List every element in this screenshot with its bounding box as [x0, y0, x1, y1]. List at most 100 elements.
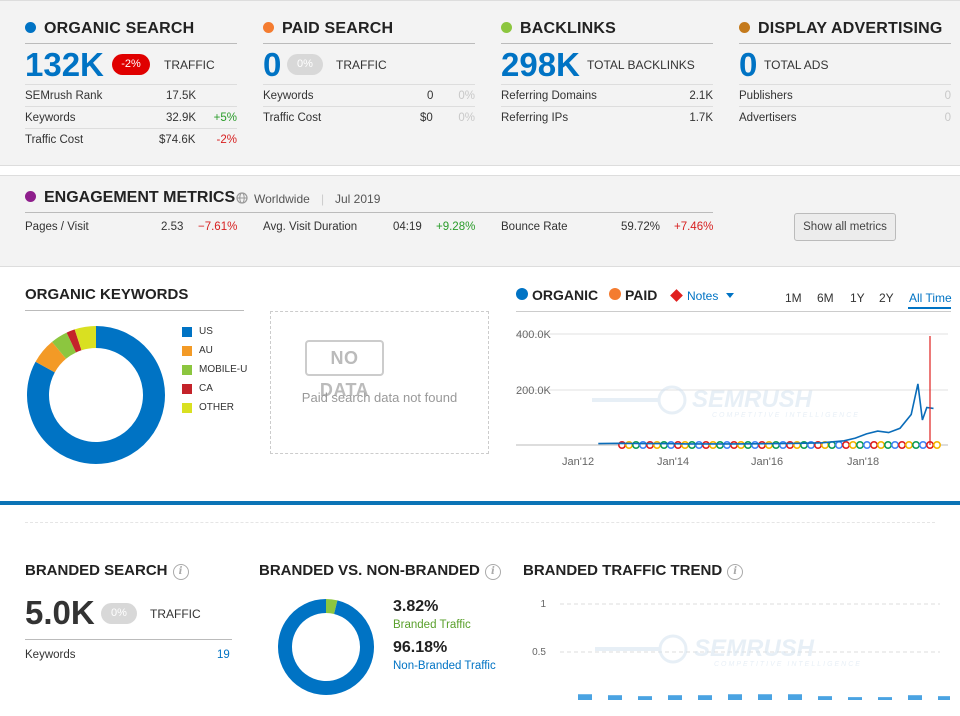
google-update-marker[interactable]	[897, 441, 906, 450]
display-row-advertisers: Advertisers 0	[739, 106, 951, 128]
branded-trend-bar[interactable]	[938, 696, 950, 700]
google-update-marker[interactable]	[702, 441, 711, 450]
google-update-marker[interactable]	[695, 441, 704, 450]
google-update-marker[interactable]	[890, 441, 899, 450]
google-update-marker[interactable]	[646, 441, 655, 450]
google-update-marker[interactable]	[834, 441, 843, 450]
paid-legend-dot-icon	[609, 288, 621, 300]
display-ads-value[interactable]: 0	[739, 46, 758, 83]
branded-trend-chart[interactable]: 1 0.5 SEMRUSH COMPETITIVE INTELLIGENCE	[520, 594, 950, 706]
active-range-underline	[908, 307, 951, 309]
svg-text:SEMRUSH: SEMRUSH	[692, 386, 813, 413]
branded-trend-bar[interactable]	[878, 697, 892, 700]
branded-trend-bar[interactable]	[608, 695, 622, 700]
info-icon[interactable]: i	[172, 564, 189, 580]
display-advertising-header[interactable]: DISPLAY ADVERTISING	[739, 20, 951, 44]
google-update-marker[interactable]	[855, 441, 864, 450]
branded-trend-bar[interactable]	[638, 696, 652, 700]
branded-traffic-value[interactable]: 5.0K	[25, 594, 95, 631]
branded-trend-bar[interactable]	[728, 694, 742, 700]
backlinks-row-domains: Referring Domains 2.1K	[501, 84, 713, 106]
donut-slice-branded-traffic[interactable]	[325, 599, 338, 615]
metric-duration-delta: +9.28%	[436, 221, 476, 233]
google-update-marker[interactable]	[771, 441, 780, 450]
range-1m[interactable]: 1M	[785, 291, 802, 305]
info-icon[interactable]: i	[484, 564, 501, 580]
legend-organic[interactable]: ORGANIC	[516, 287, 598, 303]
range-all-time[interactable]: All Time	[909, 291, 952, 305]
google-update-marker[interactable]	[751, 441, 760, 450]
google-update-marker[interactable]	[744, 441, 753, 450]
google-update-marker[interactable]	[716, 441, 725, 450]
google-update-marker[interactable]	[862, 441, 871, 450]
google-update-marker[interactable]	[709, 441, 718, 450]
branded-trend-bar[interactable]	[848, 697, 862, 700]
google-update-marker[interactable]	[911, 441, 920, 450]
branded-trend-bar[interactable]	[788, 694, 802, 700]
google-update-markers[interactable]	[618, 441, 941, 450]
google-update-marker[interactable]	[758, 441, 767, 450]
notes-dropdown[interactable]: Notes	[670, 289, 734, 303]
branded-keywords-value[interactable]: 19	[217, 649, 230, 661]
google-update-marker[interactable]	[869, 441, 878, 450]
show-all-metrics-button[interactable]: Show all metrics	[794, 213, 896, 241]
branded-trend-bar[interactable]	[758, 694, 772, 700]
google-update-marker[interactable]	[730, 441, 739, 450]
legend-paid[interactable]: PAID	[609, 287, 657, 303]
branded-donut[interactable]	[270, 598, 382, 696]
chevron-down-icon	[725, 293, 734, 298]
engagement-region[interactable]: Worldwide	[254, 192, 310, 206]
organic-series-line[interactable]	[598, 383, 934, 445]
donut-slice-us[interactable]	[27, 326, 165, 464]
google-update-marker[interactable]	[688, 441, 697, 450]
google-update-marker[interactable]	[674, 441, 683, 450]
donut-slice-non-branded-traffic[interactable]	[278, 599, 374, 695]
google-update-marker[interactable]	[904, 441, 913, 450]
branded-trend-bar[interactable]	[578, 694, 592, 700]
range-1y[interactable]: 1Y	[850, 291, 865, 305]
branded-trend-bar[interactable]	[698, 695, 712, 700]
organic-traffic-value[interactable]: 132K	[25, 46, 104, 83]
branded-trend-bar[interactable]	[908, 695, 922, 700]
google-update-marker[interactable]	[667, 441, 676, 450]
branded-traffic-label: TRAFFIC	[150, 607, 201, 621]
range-2y[interactable]: 2Y	[879, 291, 894, 305]
google-update-marker[interactable]	[932, 441, 941, 450]
meta-divider: |	[321, 192, 325, 206]
google-update-marker[interactable]	[653, 441, 662, 450]
branded-search-title: BRANDED SEARCH i	[25, 562, 189, 580]
google-update-marker[interactable]	[660, 441, 669, 450]
branded-keywords-label: Keywords	[25, 649, 76, 661]
y-tick-1: 1	[540, 599, 546, 610]
donut-slice-other[interactable]	[74, 326, 97, 351]
donut-slice-ca[interactable]	[66, 329, 82, 353]
legend-swatch	[182, 346, 192, 356]
organic-search-header[interactable]: ORGANIC SEARCH	[25, 20, 237, 44]
google-update-marker[interactable]	[883, 441, 892, 450]
google-update-marker[interactable]	[681, 441, 690, 450]
google-update-marker[interactable]	[723, 441, 732, 450]
metric-bounce-value: 59.72%	[621, 221, 661, 233]
google-update-marker[interactable]	[737, 441, 746, 450]
branded-trend-bar[interactable]	[668, 695, 682, 700]
info-icon[interactable]: i	[727, 564, 744, 580]
google-update-marker[interactable]	[639, 441, 648, 450]
backlinks-dot-icon	[501, 22, 512, 33]
google-update-marker[interactable]	[765, 441, 774, 450]
traffic-trend-chart[interactable]: 400.0K 200.0K SEMRUSH COMPETITIVE INTELL…	[510, 320, 955, 470]
google-update-marker[interactable]	[848, 441, 857, 450]
range-6m[interactable]: 6M	[817, 291, 834, 305]
organic-keywords-donut[interactable]	[26, 325, 166, 465]
google-update-marker[interactable]	[876, 441, 885, 450]
branded-trend-bar[interactable]	[818, 696, 832, 700]
branded-trend-bars[interactable]	[578, 694, 950, 700]
google-update-marker[interactable]	[918, 441, 927, 450]
donut-slice-au[interactable]	[35, 341, 67, 373]
backlinks-total-value[interactable]: 298K	[501, 46, 580, 83]
google-update-marker[interactable]	[841, 441, 850, 450]
donut-slice-mobile-u[interactable]	[52, 332, 77, 359]
paid-traffic-value[interactable]: 0	[263, 46, 282, 83]
paid-search-header[interactable]: PAID SEARCH	[263, 20, 475, 44]
backlinks-header[interactable]: BACKLINKS	[501, 20, 713, 44]
metric-bounce-label: Bounce Rate	[501, 221, 568, 233]
